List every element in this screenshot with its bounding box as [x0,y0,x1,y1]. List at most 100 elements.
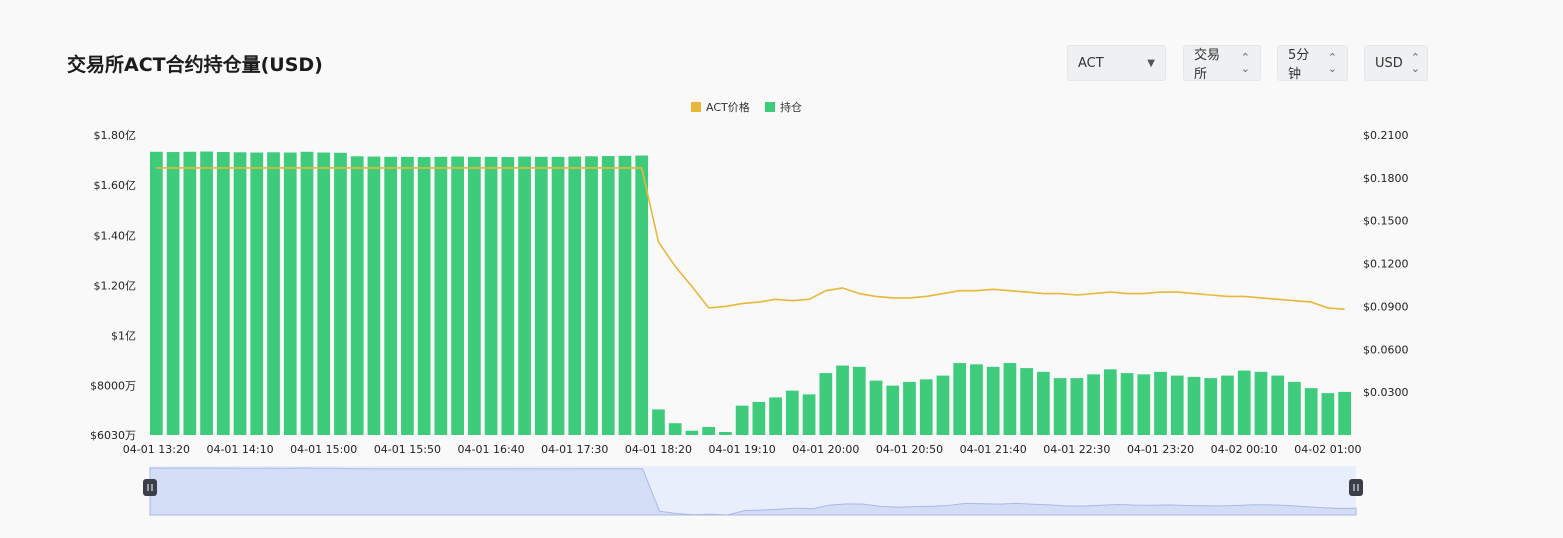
x-tick-label: 04-01 13:20 [123,443,190,456]
open-interest-bar[interactable] [1087,374,1100,435]
interval-select-value: 5分钟 [1288,48,1310,82]
open-interest-bar[interactable] [484,156,498,435]
open-interest-bar[interactable] [300,151,314,435]
open-interest-bar[interactable] [1154,371,1167,435]
open-interest-bar[interactable] [534,156,548,435]
open-interest-bar[interactable] [585,156,598,435]
open-interest-bar[interactable] [1120,373,1134,435]
open-interest-bar[interactable] [467,156,481,435]
open-interest-bar[interactable] [970,364,983,435]
legend-swatch[interactable] [691,102,701,112]
open-interest-bar[interactable] [601,156,615,436]
open-interest-bar[interactable] [518,156,531,435]
y-right-tick-label: $0.0900 [1363,300,1409,313]
open-interest-bars [150,151,1351,436]
open-interest-bar[interactable] [1254,371,1268,435]
open-interest-bar[interactable] [501,157,515,435]
open-interest-bar[interactable] [752,401,766,435]
currency-select-value: USD [1375,55,1403,71]
open-interest-bar[interactable] [1338,391,1351,435]
open-interest-bar[interactable] [216,152,230,435]
open-interest-bar[interactable] [1170,375,1184,435]
open-interest-bar[interactable] [953,363,967,435]
open-interest-bar[interactable] [1070,378,1084,435]
open-interest-bar[interactable] [1137,374,1151,435]
open-interest-bar[interactable] [1037,371,1050,435]
open-interest-bar[interactable] [551,156,565,435]
x-tick-label: 04-01 20:00 [792,443,859,456]
open-interest-bar[interactable] [702,426,716,435]
open-interest-bar[interactable] [367,156,381,435]
y-left-tick-label: $1.80亿 [94,129,137,142]
open-interest-bar[interactable] [417,157,431,435]
open-interest-bar[interactable] [1221,375,1234,435]
open-interest-bar[interactable] [200,151,213,435]
open-interest-bar[interactable] [836,365,849,435]
chart-legend: ACT价格 持仓 [691,100,802,114]
y-left-tick-label: $6030万 [90,429,136,442]
open-interest-bar[interactable] [1237,370,1251,435]
open-interest-bar[interactable] [769,397,782,435]
y-axis-left: $1.80亿 $1.60亿 $1.40亿 $1.20亿 $1亿 $8000万 $6030万 [90,129,136,442]
y-left-tick-label: $1.20亿 [94,279,137,292]
open-interest-bar[interactable] [986,366,1000,435]
open-interest-bar[interactable] [250,152,264,435]
open-interest-bar[interactable] [936,375,950,435]
open-interest-bar[interactable] [719,431,732,435]
open-interest-bar[interactable] [802,394,816,435]
zoom-handle-right[interactable] [1349,479,1363,496]
open-interest-bar[interactable] [434,156,448,435]
open-interest-bar[interactable] [919,379,933,435]
open-interest-bar[interactable] [635,155,649,435]
open-interest-bar[interactable] [685,430,699,435]
exchange-select-value: 交易所 [1194,48,1221,82]
zoom-slider[interactable] [143,466,1363,516]
open-interest-bar[interactable] [618,155,632,435]
x-tick-label: 04-01 15:50 [374,443,441,456]
open-interest-bar[interactable] [735,405,749,435]
open-interest-bar[interactable] [1020,368,1034,435]
legend-swatch[interactable] [765,102,775,112]
open-interest-bar[interactable] [819,373,833,435]
open-interest-bar[interactable] [317,152,331,435]
open-interest-bar[interactable] [401,156,414,435]
open-interest-bar[interactable] [568,156,582,435]
open-interest-bar[interactable] [384,156,398,435]
zoom-overview-area [149,467,1357,516]
open-interest-bar[interactable] [1187,376,1201,435]
price-line[interactable] [156,167,1345,311]
open-interest-bar[interactable] [1321,393,1335,435]
open-interest-bar[interactable] [852,366,866,435]
open-interest-bar[interactable] [869,380,883,435]
open-interest-bar[interactable] [267,152,280,436]
open-interest-bar[interactable] [1304,388,1318,435]
exchange-select[interactable]: 交易所 ⌃ ⌄ [1183,45,1261,82]
open-interest-bar[interactable] [1003,363,1017,435]
interval-select[interactable]: 5分钟 ⌃ ⌄ [1277,45,1348,82]
open-interest-bar[interactable] [350,156,364,435]
open-interest-bar[interactable] [652,409,665,435]
open-interest-bar[interactable] [668,423,682,435]
open-interest-bar[interactable] [183,151,197,435]
zoom-handle-left[interactable] [143,479,157,496]
open-interest-bar[interactable] [785,390,799,435]
open-interest-bar[interactable] [233,152,247,436]
legend-label: 持仓 [780,100,802,114]
open-interest-bar[interactable] [1204,378,1218,435]
x-tick-label: 04-01 17:30 [541,443,608,456]
open-interest-bar[interactable] [903,381,916,435]
open-interest-bar[interactable] [334,152,347,435]
updown-chevron-icon: ⌃ ⌄ [1327,51,1337,75]
open-interest-bar[interactable] [166,152,180,435]
open-interest-bar[interactable] [1053,378,1067,435]
open-interest-bar[interactable] [283,152,297,435]
currency-select[interactable]: USD ⌃ ⌄ [1364,45,1428,81]
open-interest-bar[interactable] [886,385,900,435]
open-interest-bar[interactable] [1103,369,1117,435]
open-interest-bar[interactable] [1271,375,1285,435]
open-interest-bar[interactable] [1288,381,1301,435]
y-right-tick-label: $0.0300 [1363,386,1409,399]
open-interest-bar[interactable] [150,151,163,435]
coin-select[interactable]: ACT ▼ [1067,45,1166,81]
open-interest-bar[interactable] [451,156,464,435]
